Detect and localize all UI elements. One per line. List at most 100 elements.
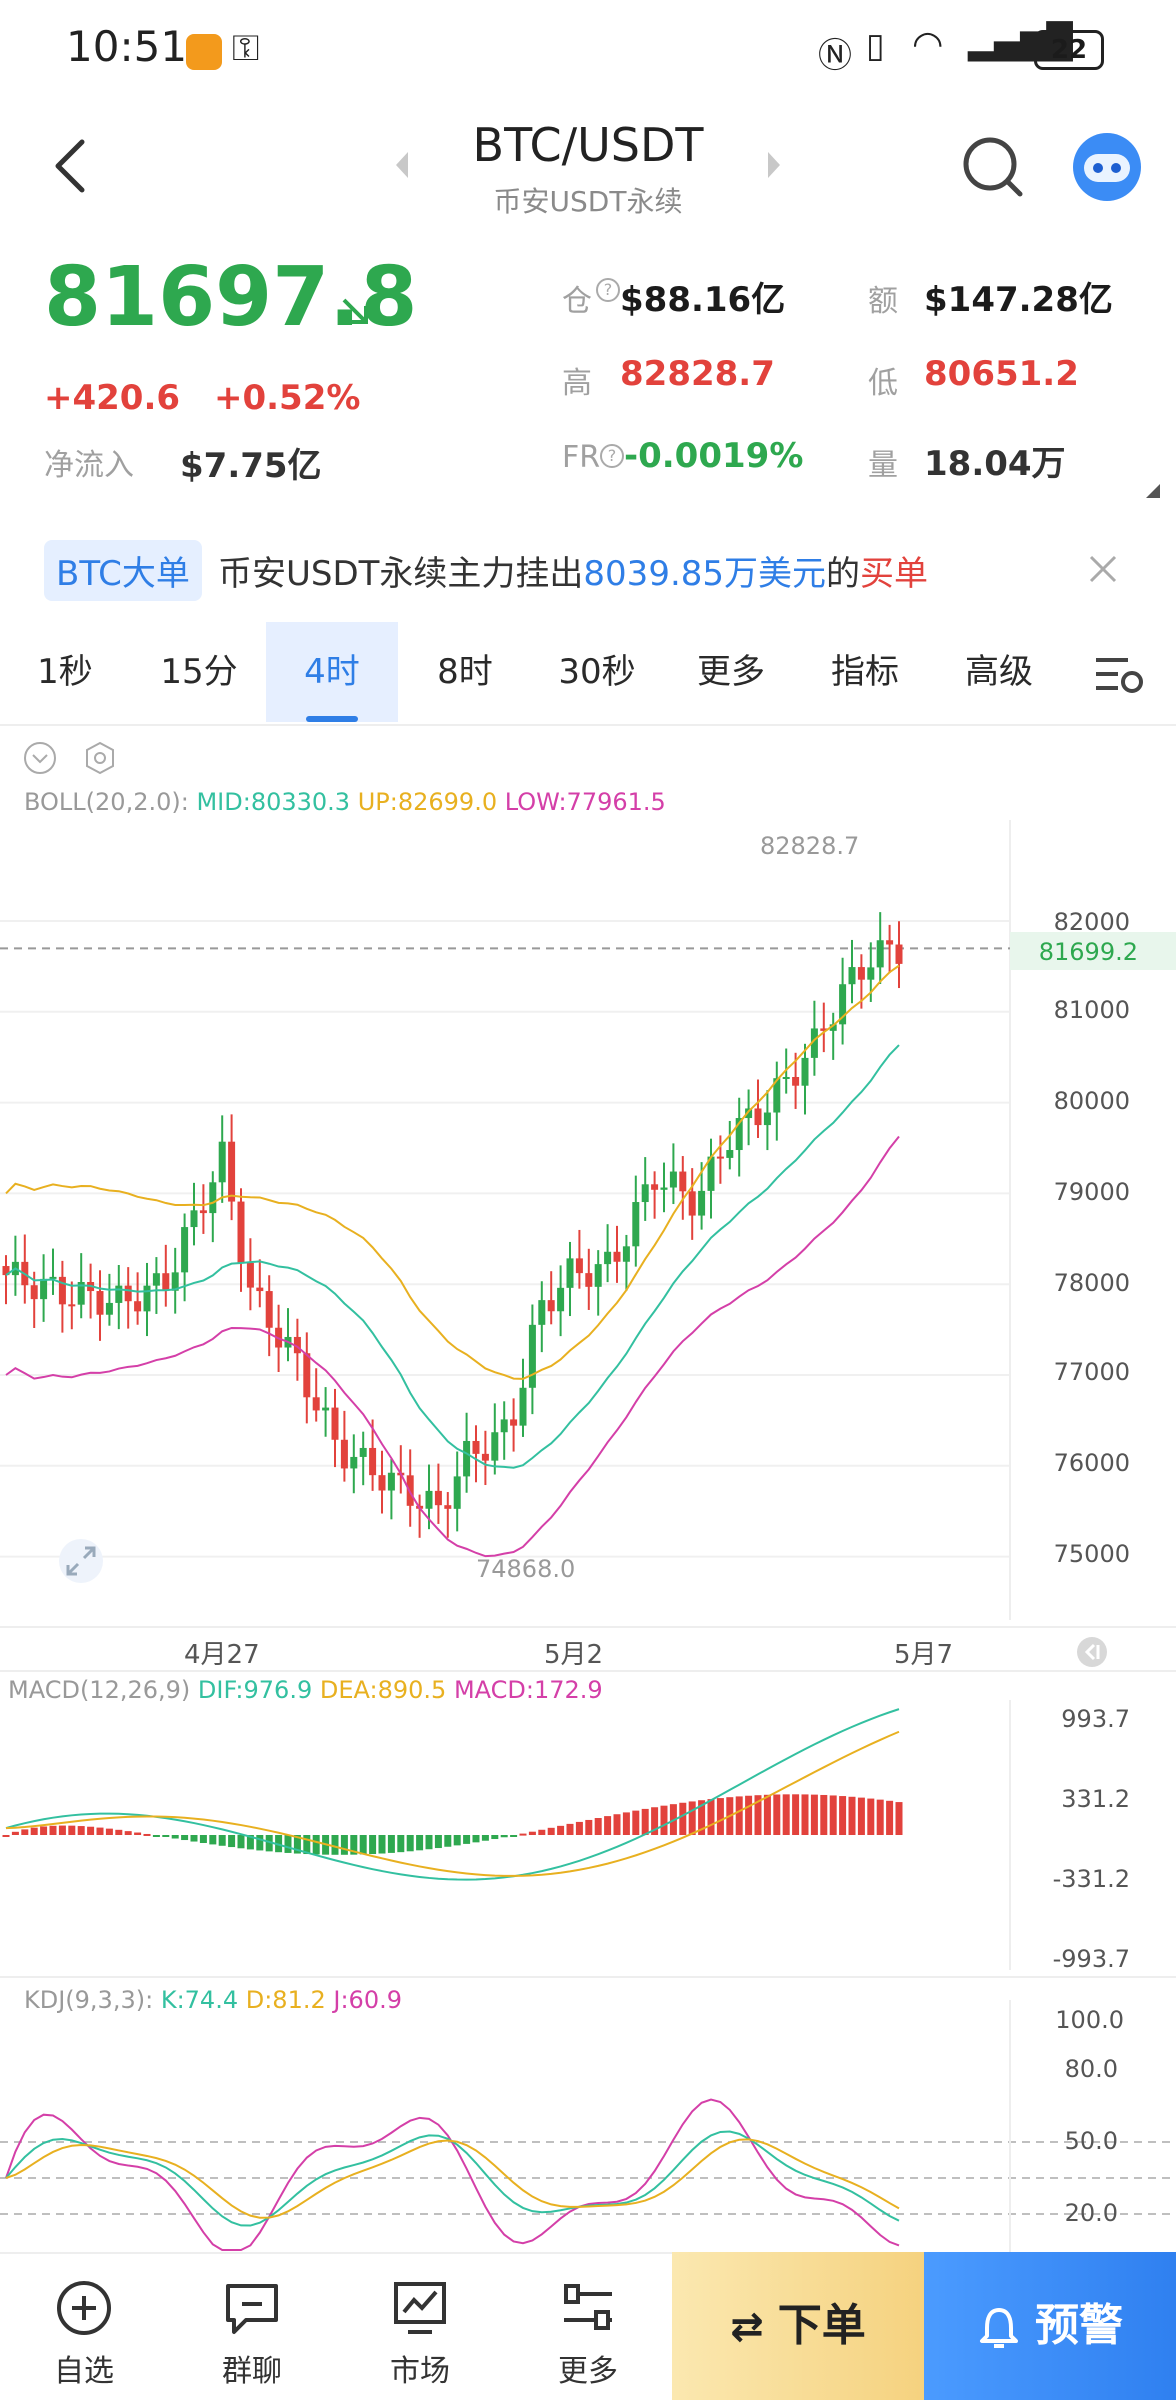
tab-indicators[interactable]: 指标 [831,652,899,692]
macd-bar [716,1798,724,1835]
macd-bar [754,1795,762,1835]
wifi-icon: ◠ [912,24,944,65]
back-icon[interactable] [50,138,90,194]
candle [688,1191,696,1216]
scroll-to-latest-icon[interactable] [1076,1636,1108,1668]
nav-more-label: 更多 [558,2354,618,2389]
candle [463,1440,471,1477]
tab-4h[interactable]: 4时 [266,622,398,722]
macd-bar [228,1835,236,1848]
macd-bar [256,1835,264,1851]
kdj-d: D:81.2 [245,1986,326,2014]
kdj-chart[interactable] [0,2000,1176,2252]
indicator-settings-icon[interactable] [82,740,118,776]
macd-bar [406,1835,414,1852]
candle [237,1201,245,1263]
candle [49,1276,57,1279]
macd-bar [867,1798,875,1835]
candle [716,1156,724,1159]
high-label: 高 [562,366,592,401]
banner-text: 币安USDT永续主力挂出 [218,554,584,594]
amount-value: $147.28亿 [924,280,1113,320]
tab-8h[interactable]: 8时 [437,652,493,692]
next-pair-icon[interactable] [764,150,784,180]
macd-bar [340,1835,348,1855]
macd-bar [397,1835,405,1853]
macd-bar [519,1833,527,1836]
info-icon[interactable]: ? [596,278,620,302]
macd-bar [688,1801,696,1835]
macd-bar [162,1835,170,1837]
macd-bar [152,1835,160,1837]
fullscreen-icon[interactable] [58,1538,104,1584]
place-order-label: 下单 [777,2300,866,2351]
macd-bar [886,1800,894,1835]
prev-pair-icon[interactable] [392,150,412,180]
nav-watchlist[interactable]: 自选 [0,2254,168,2402]
macd-bar [124,1831,132,1835]
candle [707,1156,715,1191]
robot-assistant-icon[interactable] [1070,130,1144,204]
funding-rate-label: FR [562,440,601,475]
more-sliders-icon [564,2284,612,2330]
macd-bar [284,1835,292,1853]
kdj-j: J:60.9 [333,1986,402,2014]
tab-15m[interactable]: 15分 [160,652,238,692]
macd-title: MACD(12,26,9) [8,1676,191,1704]
tab-30s[interactable]: 30秒 [558,652,636,692]
candle [839,984,847,1025]
macd-bar [11,1831,19,1835]
candle [829,1024,837,1031]
key-icon: ⚿ [232,28,260,69]
candle [820,1028,828,1031]
macd-bar [566,1823,574,1835]
macd-bar [820,1794,828,1835]
macd-bar [538,1829,546,1835]
funding-rate-value: -0.0019% [624,436,804,476]
candle [434,1490,442,1506]
tab-1s[interactable]: 1秒 [37,652,93,692]
swap-icon: ⇄ [730,2304,764,2350]
candle [801,1057,809,1086]
candle [472,1440,480,1454]
close-icon[interactable] [1088,554,1118,584]
x-tick-may2: 5月2 [544,1640,604,1670]
chart-settings-icon[interactable] [1094,652,1146,696]
candle [848,967,856,985]
price-change-pct: +0.52% [214,378,361,418]
pair-title[interactable]: BTC/USDT [472,118,704,172]
tab-more[interactable]: 更多 [697,652,765,692]
candle [293,1336,301,1354]
tab-advanced[interactable]: 高级 [965,652,1033,692]
candlestick-chart[interactable] [0,820,1176,1620]
macd-bar [547,1827,555,1835]
macd-chart[interactable] [0,1700,1176,1970]
candle [68,1304,76,1307]
boll-legend: BOLL(20,2.0): MID:80330.3 UP:82699.0 LOW… [24,788,666,816]
macd-bar [557,1825,565,1835]
macd-bar [87,1826,95,1835]
nav-market[interactable]: 市场 [336,2254,504,2402]
candle [115,1285,123,1303]
macd-bar [463,1835,471,1844]
j-line [5,2098,900,2251]
expand-corner-icon[interactable] [1146,484,1160,498]
boll-up-line [5,964,900,1380]
candle [604,1251,612,1265]
search-icon[interactable] [960,134,1026,200]
nav-more[interactable]: 更多 [504,2254,672,2402]
macd-bar [839,1796,847,1835]
macd-bar [331,1835,339,1855]
big-order-banner[interactable]: 币安USDT永续主力挂出8039.85万美元的买单 [218,546,928,595]
netflow-label: 净流入 [44,448,134,483]
price-change: +420.6 [44,378,181,418]
candle [557,1287,565,1312]
info-icon[interactable]: ? [600,444,624,468]
macd-bar [181,1835,189,1841]
macd-bar [829,1795,837,1835]
candle [895,944,903,964]
nav-chat[interactable]: 群聊 [168,2254,336,2402]
collapse-toggle-icon[interactable] [22,740,58,776]
place-order-button[interactable]: ⇄ 下单 [672,2252,924,2400]
price-alert-button[interactable]: 预警 [924,2252,1176,2400]
